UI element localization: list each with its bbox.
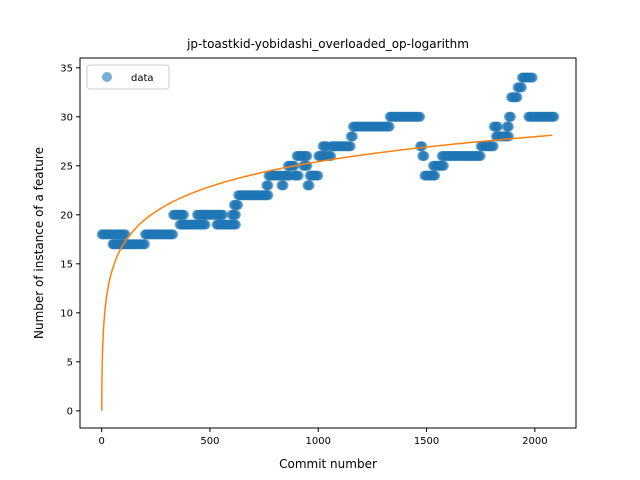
data-point: [516, 82, 527, 93]
legend-label-data: data: [131, 73, 154, 84]
y-tick-label: 5: [67, 357, 73, 368]
y-tick-label: 35: [60, 63, 73, 74]
data-point: [230, 219, 241, 230]
data-point: [415, 111, 426, 122]
legend-box: [86, 64, 170, 90]
data-points: [96, 72, 560, 250]
axes-frame: [79, 57, 577, 429]
plot-area: [79, 57, 577, 429]
chart-title: jp-toastkid-yobidashi_overloaded_op-loga…: [186, 37, 469, 51]
x-tick-label: 500: [200, 436, 219, 447]
legend-marker-data: [102, 72, 112, 82]
data-point: [527, 72, 538, 83]
y-tick-label: 25: [60, 161, 73, 172]
fit-line: [100, 134, 553, 411]
data-point: [263, 180, 274, 191]
y-tick-label: 15: [60, 259, 73, 270]
x-axis-ticks: 0 500 1000 1500 2000: [98, 428, 548, 447]
data-point: [120, 229, 131, 240]
x-tick-label: 1000: [306, 436, 331, 447]
data-point: [179, 209, 189, 220]
data-point: [293, 170, 304, 181]
data-point: [313, 170, 324, 181]
legend: data: [86, 64, 170, 90]
y-tick-label: 30: [60, 112, 73, 123]
data-point: [233, 200, 244, 210]
data-point: [384, 121, 395, 132]
y-tick-label: 10: [60, 308, 73, 319]
data-point: [475, 151, 486, 161]
data-point: [430, 170, 441, 181]
y-axis-label: Number of instance of a feature: [32, 147, 46, 339]
data-point: [506, 111, 516, 122]
y-tick-label: 20: [60, 210, 73, 221]
data-point: [304, 180, 315, 191]
data-point: [200, 219, 211, 230]
data-point: [438, 160, 449, 171]
data-point: [302, 151, 313, 161]
data-point: [493, 121, 503, 132]
data-point: [168, 229, 179, 240]
data-point: [503, 121, 514, 132]
data-point: [230, 209, 241, 220]
data-point: [417, 141, 428, 152]
data-point: [419, 151, 430, 161]
data-point: [512, 92, 523, 103]
x-axis-label: Commit number: [279, 457, 377, 471]
data-point: [218, 209, 228, 220]
x-tick-label: 2000: [522, 436, 547, 447]
data-point: [347, 131, 358, 142]
x-tick-label: 1500: [414, 436, 439, 447]
data-point: [488, 141, 499, 152]
data-point: [549, 111, 560, 122]
data-point: [263, 190, 274, 201]
data-point: [278, 180, 289, 191]
y-tick-label: 0: [67, 406, 73, 417]
data-point: [345, 141, 356, 152]
data-point: [140, 239, 150, 250]
fit-curve: [100, 134, 553, 411]
x-tick-label: 0: [98, 436, 104, 447]
y-axis-ticks: 0 5 10 15 20 25 30 35: [60, 63, 80, 417]
